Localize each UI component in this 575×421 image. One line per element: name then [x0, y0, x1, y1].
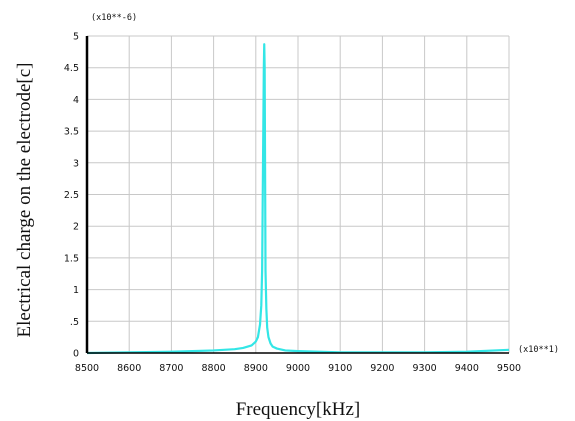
- x-tick-label-5: 9000: [286, 363, 310, 374]
- x-tick-label-6: 9100: [328, 363, 352, 374]
- y-axis-title: Electrical charge on the electrode[c]: [14, 63, 35, 338]
- x-tick-label-2: 8700: [159, 363, 183, 374]
- y-tick-label-2: 1: [73, 285, 79, 296]
- y-tick-label-4: 2: [73, 222, 79, 233]
- baseline-layer: [85, 36, 509, 354]
- y-tick-label-0: 0: [73, 349, 79, 360]
- y-tick-label-3: 1.5: [64, 253, 79, 264]
- x-tick-label-3: 8800: [202, 363, 226, 374]
- y-tick-label-10: 5: [73, 32, 79, 43]
- x-tick-label-4: 8900: [244, 363, 268, 374]
- y-tick-label-6: 3: [73, 158, 79, 169]
- x-tick-labels: 8500 8600 8700 8800 8900 9000 9100 9200 9300 9400…: [75, 363, 521, 374]
- x-tick-label-0: 8500: [75, 363, 99, 374]
- x-tick-label-8: 9300: [413, 363, 437, 374]
- x-tick-label-1: 8600: [117, 363, 141, 374]
- y-tick-label-8: 4: [73, 95, 79, 106]
- plot-frame: [87, 35, 510, 353]
- x-tick-label-10: 9500: [497, 363, 521, 374]
- x-tick-label-7: 9200: [370, 363, 394, 374]
- x-tick-label-9: 9400: [455, 363, 479, 374]
- y-tick-label-7: 3.5: [64, 127, 79, 138]
- series-layer: [86, 43, 510, 355]
- grid: [87, 36, 509, 353]
- x-axis-title: Frequency[kHz]: [236, 399, 361, 420]
- y-tick-label-5: 2.5: [64, 190, 79, 201]
- y-tick-label-9: 4.5: [64, 63, 79, 74]
- y-tick-labels: 0 .5 1 1.5 2 2.5 3 3.5 4 4.5 5: [64, 32, 79, 360]
- series-line-0: [86, 43, 510, 355]
- y-axis-multiplier: (x10**-6): [91, 13, 137, 23]
- x-axis-multiplier: (x10**1): [518, 345, 559, 355]
- y-tick-label-1: .5: [70, 317, 79, 328]
